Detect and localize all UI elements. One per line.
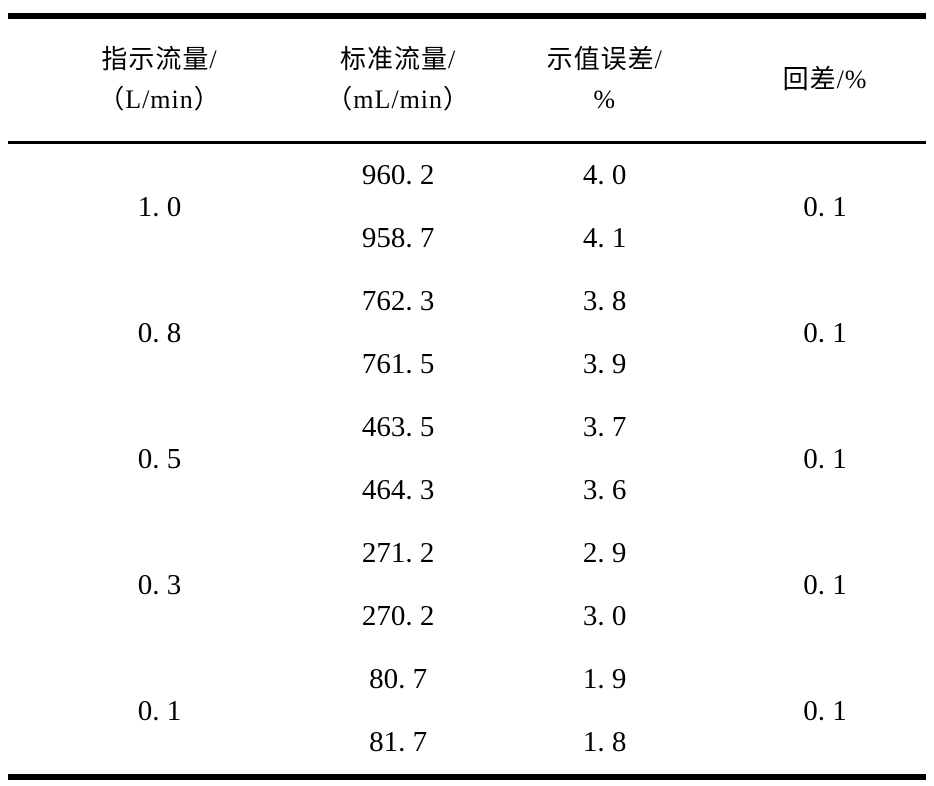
cell-standard-flow: 81. 7 [369, 726, 428, 758]
cell-indicated-flow: 0. 3 [137, 568, 182, 601]
cell-standard-flow: 761. 5 [361, 348, 435, 380]
table-row: 1. 0 960. 2 4. 0 0. 1 [8, 143, 926, 223]
cell-indication-error: 2. 9 [582, 537, 627, 569]
header-indicated-flow: 指示流量/ （L/min） [8, 16, 311, 144]
table-row: 464. 3 3. 6 [8, 459, 926, 522]
cell-indicated-flow: 0. 5 [137, 442, 182, 475]
cell-indication-error: 3. 0 [582, 600, 627, 632]
header-indicated-flow-line1: 指示流量/ [101, 45, 218, 74]
table-row: 958. 7 4. 1 [8, 207, 926, 270]
header-indication-error-line1: 示值误差/ [546, 45, 663, 74]
header-standard-flow-line2: （mL/min） [326, 85, 471, 114]
cell-standard-flow: 270. 2 [361, 600, 435, 632]
cell-indicated-flow: 0. 1 [137, 694, 182, 727]
cell-indication-error: 4. 0 [582, 159, 627, 191]
table-body: 1. 0 960. 2 4. 0 0. 1 958. 7 4. 1 0. 8 7… [8, 143, 926, 778]
measurement-table-container: 指示流量/ （L/min） 标准流量/ （mL/min） 示值误差/ % 回差/… [8, 13, 926, 780]
header-standard-flow: 标准流量/ （mL/min） [310, 16, 486, 144]
header-row: 指示流量/ （L/min） 标准流量/ （mL/min） 示值误差/ % 回差/… [8, 16, 926, 144]
header-hysteresis: 回差/% [724, 16, 926, 144]
cell-indication-error: 3. 7 [582, 411, 627, 443]
cell-standard-flow: 762. 3 [361, 285, 435, 317]
cell-standard-flow: 960. 2 [361, 159, 435, 191]
header-standard-flow-line1: 标准流量/ [340, 45, 457, 74]
cell-indication-error: 3. 9 [582, 348, 627, 380]
table-row: 0. 8 762. 3 3. 8 0. 1 [8, 270, 926, 349]
cell-indication-error: 3. 8 [582, 285, 627, 317]
cell-standard-flow: 958. 7 [361, 222, 435, 254]
cell-hysteresis: 0. 1 [803, 190, 847, 223]
cell-indicated-flow: 1. 0 [137, 190, 182, 223]
cell-indication-error: 1. 9 [582, 663, 627, 695]
cell-standard-flow: 464. 3 [361, 474, 435, 506]
flow-calibration-table: 指示流量/ （L/min） 标准流量/ （mL/min） 示值误差/ % 回差/… [8, 13, 926, 780]
cell-standard-flow: 80. 7 [369, 663, 428, 695]
cell-hysteresis: 0. 1 [803, 568, 847, 601]
table-row: 81. 7 1. 8 [8, 711, 926, 777]
header-indication-error: 示值误差/ % [485, 16, 725, 144]
header-hysteresis-line1: 回差/% [782, 65, 868, 94]
cell-hysteresis: 0. 1 [803, 442, 847, 475]
header-indication-error-line2: % [593, 85, 617, 114]
cell-standard-flow: 271. 2 [361, 537, 435, 569]
cell-indication-error: 3. 6 [582, 474, 627, 506]
cell-hysteresis: 0. 1 [803, 316, 847, 349]
cell-indicated-flow: 0. 8 [137, 316, 182, 349]
table-header: 指示流量/ （L/min） 标准流量/ （mL/min） 示值误差/ % 回差/… [8, 16, 926, 144]
table-row: 0. 3 271. 2 2. 9 0. 1 [8, 522, 926, 601]
table-row: 0. 1 80. 7 1. 9 0. 1 [8, 648, 926, 727]
cell-hysteresis: 0. 1 [803, 694, 847, 727]
cell-indication-error: 1. 8 [582, 726, 627, 758]
table-row: 270. 2 3. 0 [8, 585, 926, 648]
table-row: 0. 5 463. 5 3. 7 0. 1 [8, 396, 926, 475]
cell-standard-flow: 463. 5 [361, 411, 435, 443]
cell-indication-error: 4. 1 [582, 222, 627, 254]
table-row: 761. 5 3. 9 [8, 333, 926, 396]
header-indicated-flow-line2: （L/min） [98, 85, 221, 114]
